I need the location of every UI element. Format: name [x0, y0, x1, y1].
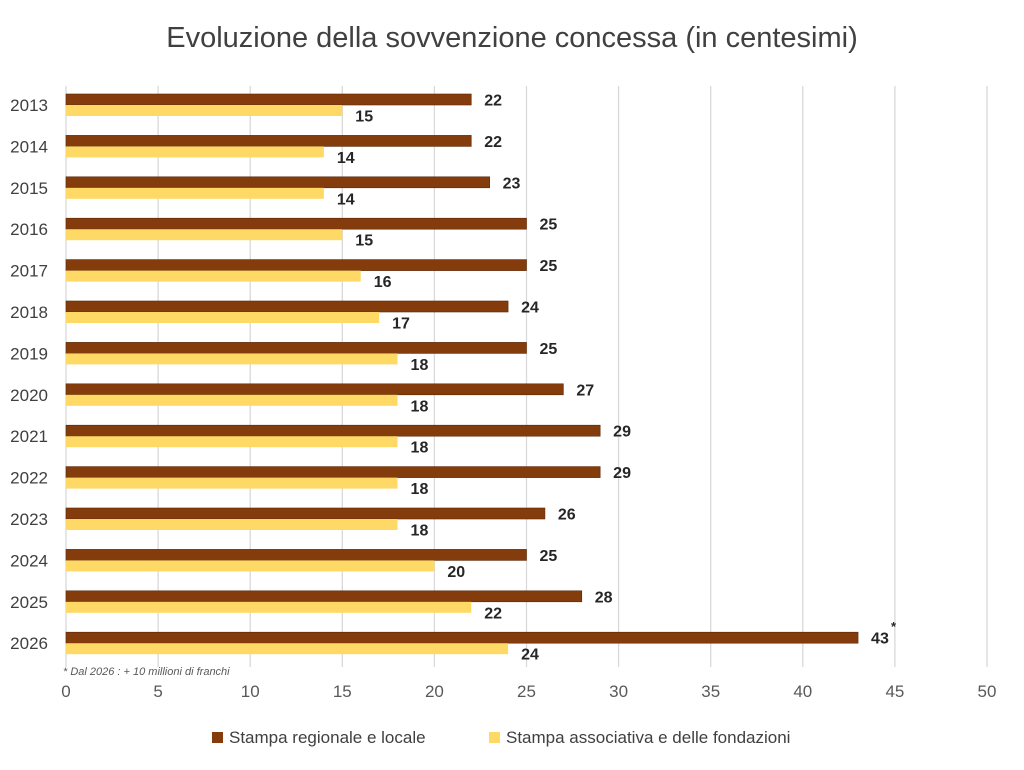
bar-associativa [66, 187, 324, 199]
data-label-regionale: 29 [613, 465, 631, 482]
y-tick-label: 2018 [10, 303, 48, 322]
bar-regionale [65, 590, 583, 603]
data-label-associativa: 14 [337, 191, 355, 208]
bar-regionale [65, 383, 564, 396]
x-tick-label: 50 [978, 682, 997, 701]
x-axis: 0 5 10 15 20 25 30 35 40 45 50 [61, 682, 996, 701]
bar-regionale [65, 342, 527, 354]
bar-regionale [65, 300, 509, 313]
y-tick-label: 2022 [10, 469, 48, 488]
y-tick-label: 2015 [10, 179, 48, 198]
x-tick-label: 30 [609, 682, 628, 701]
x-tick-label: 20 [425, 682, 444, 701]
data-label-associativa: 22 [484, 605, 502, 622]
legend-label-regionale: Stampa regionale e locale [229, 728, 426, 747]
data-label-regionale: 27 [576, 382, 594, 399]
annotation-marker: * [891, 619, 897, 634]
bar-regionale [65, 135, 472, 147]
bar-regionale [65, 424, 601, 437]
bar-associativa [66, 146, 324, 158]
legend: Stampa regionale e locale Stampa associat… [212, 728, 790, 747]
data-label-regionale: 28 [595, 589, 613, 606]
bar-regionale [65, 631, 859, 644]
data-label-regionale: 25 [540, 548, 558, 565]
data-label-regionale: 25 [540, 258, 558, 275]
data-label-associativa: 15 [355, 233, 373, 250]
x-tick-label: 10 [241, 682, 260, 701]
y-tick-label: 2016 [10, 220, 48, 239]
bar-associativa [66, 643, 509, 655]
gridlines [65, 86, 988, 667]
bar-associativa [66, 312, 380, 323]
data-label-regionale: 25 [540, 217, 558, 234]
x-tick-label: 35 [701, 682, 720, 701]
data-label-regionale: 26 [558, 507, 576, 524]
bar-associativa [66, 477, 398, 489]
data-label-regionale: 29 [613, 424, 631, 441]
bar-associativa [66, 105, 343, 116]
bar-regionale [65, 549, 527, 561]
data-labels: 22 15 22 14 23 14 25 15 25 16 24 17 25 18 27 18 29 18 29 18… [337, 93, 897, 664]
bar-associativa [66, 353, 398, 365]
data-label-regionale: 24 [521, 300, 539, 317]
y-tick-label: 2017 [10, 262, 48, 281]
x-tick-label: 5 [153, 682, 162, 701]
data-label-associativa: 16 [374, 274, 392, 291]
data-label-associativa: 15 [355, 109, 373, 126]
x-tick-label: 15 [333, 682, 352, 701]
data-label-associativa: 24 [521, 647, 539, 664]
bar-associativa [66, 270, 361, 282]
x-tick-label: 0 [61, 682, 70, 701]
data-label-associativa: 18 [411, 398, 429, 415]
y-tick-label: 2019 [10, 344, 48, 363]
y-tick-label: 2024 [10, 551, 48, 570]
legend-swatch-regionale [212, 732, 223, 743]
bar-regionale [65, 217, 527, 230]
data-label-regionale: 25 [540, 341, 558, 358]
x-tick-label: 45 [885, 682, 904, 701]
bar-regionale [65, 259, 527, 271]
bar-associativa [66, 560, 435, 572]
data-label-associativa: 17 [392, 316, 410, 333]
footnote: * Dal 2026 : + 10 millioni di franchi [63, 666, 230, 678]
data-label-associativa: 20 [447, 564, 465, 581]
bar-associativa [66, 394, 398, 406]
data-label-regionale: 23 [503, 175, 521, 192]
data-label-regionale: 22 [484, 93, 502, 110]
bar-associativa [66, 519, 398, 530]
y-tick-label: 2023 [10, 510, 48, 529]
data-label-regionale: 22 [484, 134, 502, 151]
bar-associativa [66, 601, 472, 613]
legend-label-associativa: Stampa associativa e delle fondazioni [506, 728, 790, 747]
y-tick-label: 2013 [10, 96, 48, 115]
y-tick-label: 2026 [10, 634, 48, 653]
legend-swatch-associativa [489, 732, 500, 743]
y-tick-label: 2021 [10, 427, 48, 446]
data-label-associativa: 18 [411, 440, 429, 457]
bar-regionale [65, 507, 546, 520]
bar-regionale [65, 176, 490, 189]
data-label-associativa: 18 [411, 481, 429, 498]
x-tick-label: 25 [517, 682, 536, 701]
bars [65, 93, 859, 655]
chart-title: Evoluzione della sovvenzione concessa (i… [166, 22, 858, 54]
data-label-associativa: 18 [411, 523, 429, 540]
x-tick-label: 40 [793, 682, 812, 701]
data-label-associativa: 18 [411, 357, 429, 374]
y-tick-label: 2014 [10, 137, 48, 156]
bar-regionale [65, 93, 472, 106]
y-tick-label: 2020 [10, 386, 48, 405]
y-axis: 2013 2014 2015 2016 2017 2018 2019 2020 2021 2022… [10, 96, 48, 653]
data-label-regionale: 43 [871, 631, 889, 648]
bar-associativa [66, 436, 398, 448]
bar-regionale [65, 466, 601, 478]
bar-associativa [66, 229, 343, 241]
data-label-associativa: 14 [337, 150, 355, 167]
y-tick-label: 2025 [10, 593, 48, 612]
